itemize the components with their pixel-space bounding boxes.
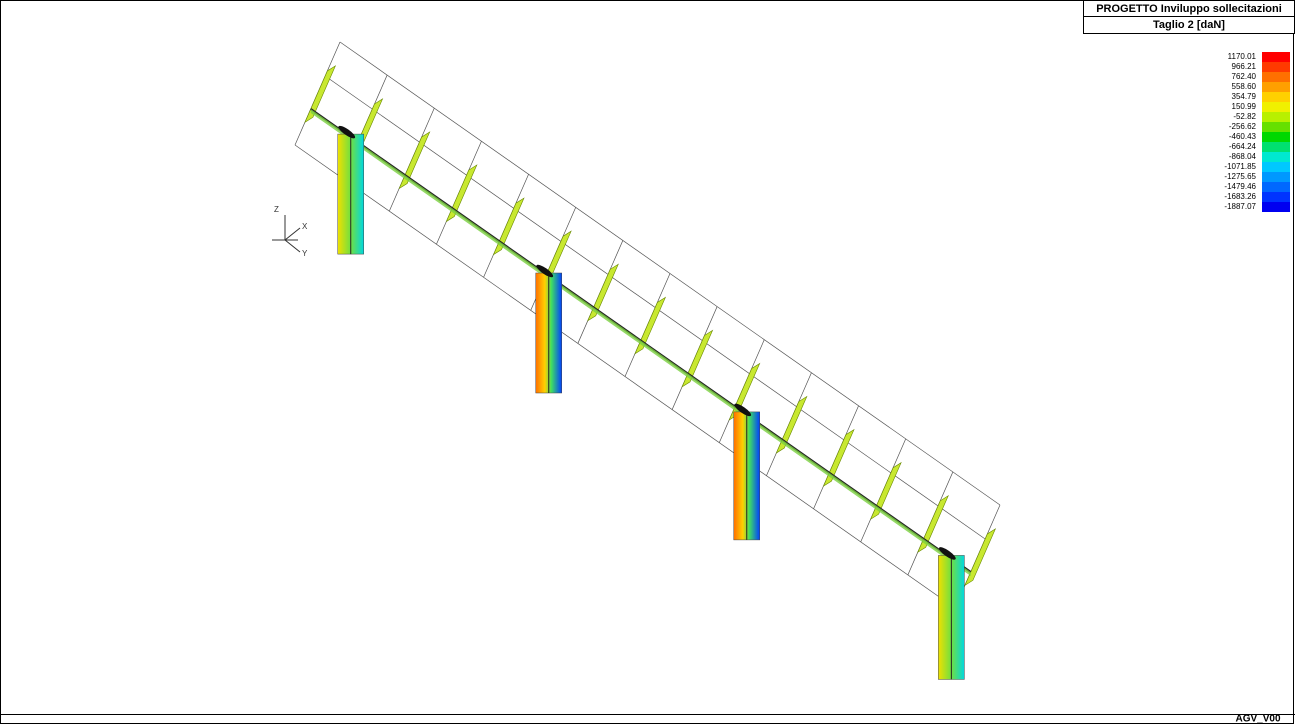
legend-swatch xyxy=(1262,162,1290,172)
legend-label: -1275.65 xyxy=(1224,172,1256,181)
axis-label: Y xyxy=(302,249,308,258)
legend-swatch xyxy=(1262,132,1290,142)
legend-swatch xyxy=(1262,172,1290,182)
legend-swatch xyxy=(1262,112,1290,122)
legend-swatch xyxy=(1262,82,1290,92)
legend-swatch xyxy=(1262,72,1290,82)
legend-label: 762.40 xyxy=(1232,72,1257,81)
legend-swatch xyxy=(1262,102,1290,112)
legend-label: 1170.01 xyxy=(1228,52,1257,61)
legend-label: -1887.07 xyxy=(1224,202,1256,211)
legend-swatch xyxy=(1262,62,1290,72)
header-title: PROGETTO Inviluppo sollecitazioni xyxy=(1096,3,1282,15)
legend-label: -256.62 xyxy=(1229,122,1257,131)
screen: PROGETTO Inviluppo sollecitazioni Taglio… xyxy=(0,0,1295,725)
legend-label: 966.21 xyxy=(1232,62,1257,71)
legend-label: 354.79 xyxy=(1232,92,1257,101)
legend-swatch xyxy=(1262,192,1290,202)
footer-label: AGV_V00 xyxy=(1235,714,1280,725)
legend-label: 150.99 xyxy=(1232,102,1257,111)
legend-swatch xyxy=(1262,152,1290,162)
axis-label: Z xyxy=(274,205,279,214)
axis-label: X xyxy=(302,222,308,231)
legend-label: -1683.26 xyxy=(1224,192,1256,201)
legend-swatch xyxy=(1262,142,1290,152)
legend-label: -664.24 xyxy=(1229,142,1257,151)
legend-label: -1071.85 xyxy=(1224,162,1256,171)
legend-label: -460.43 xyxy=(1229,132,1257,141)
legend-swatch xyxy=(1262,182,1290,192)
legend-label: -868.04 xyxy=(1229,152,1257,161)
frame xyxy=(1,1,1294,724)
legend-swatch xyxy=(1262,52,1290,62)
legend-label: 558.60 xyxy=(1232,82,1257,91)
header-subtitle: Taglio 2 [daN] xyxy=(1153,19,1225,31)
legend-label: -1479.46 xyxy=(1224,182,1256,191)
legend-label: -52.82 xyxy=(1233,112,1256,121)
legend-swatch xyxy=(1262,122,1290,132)
legend-swatch xyxy=(1262,92,1290,102)
legend-swatch xyxy=(1262,202,1290,212)
